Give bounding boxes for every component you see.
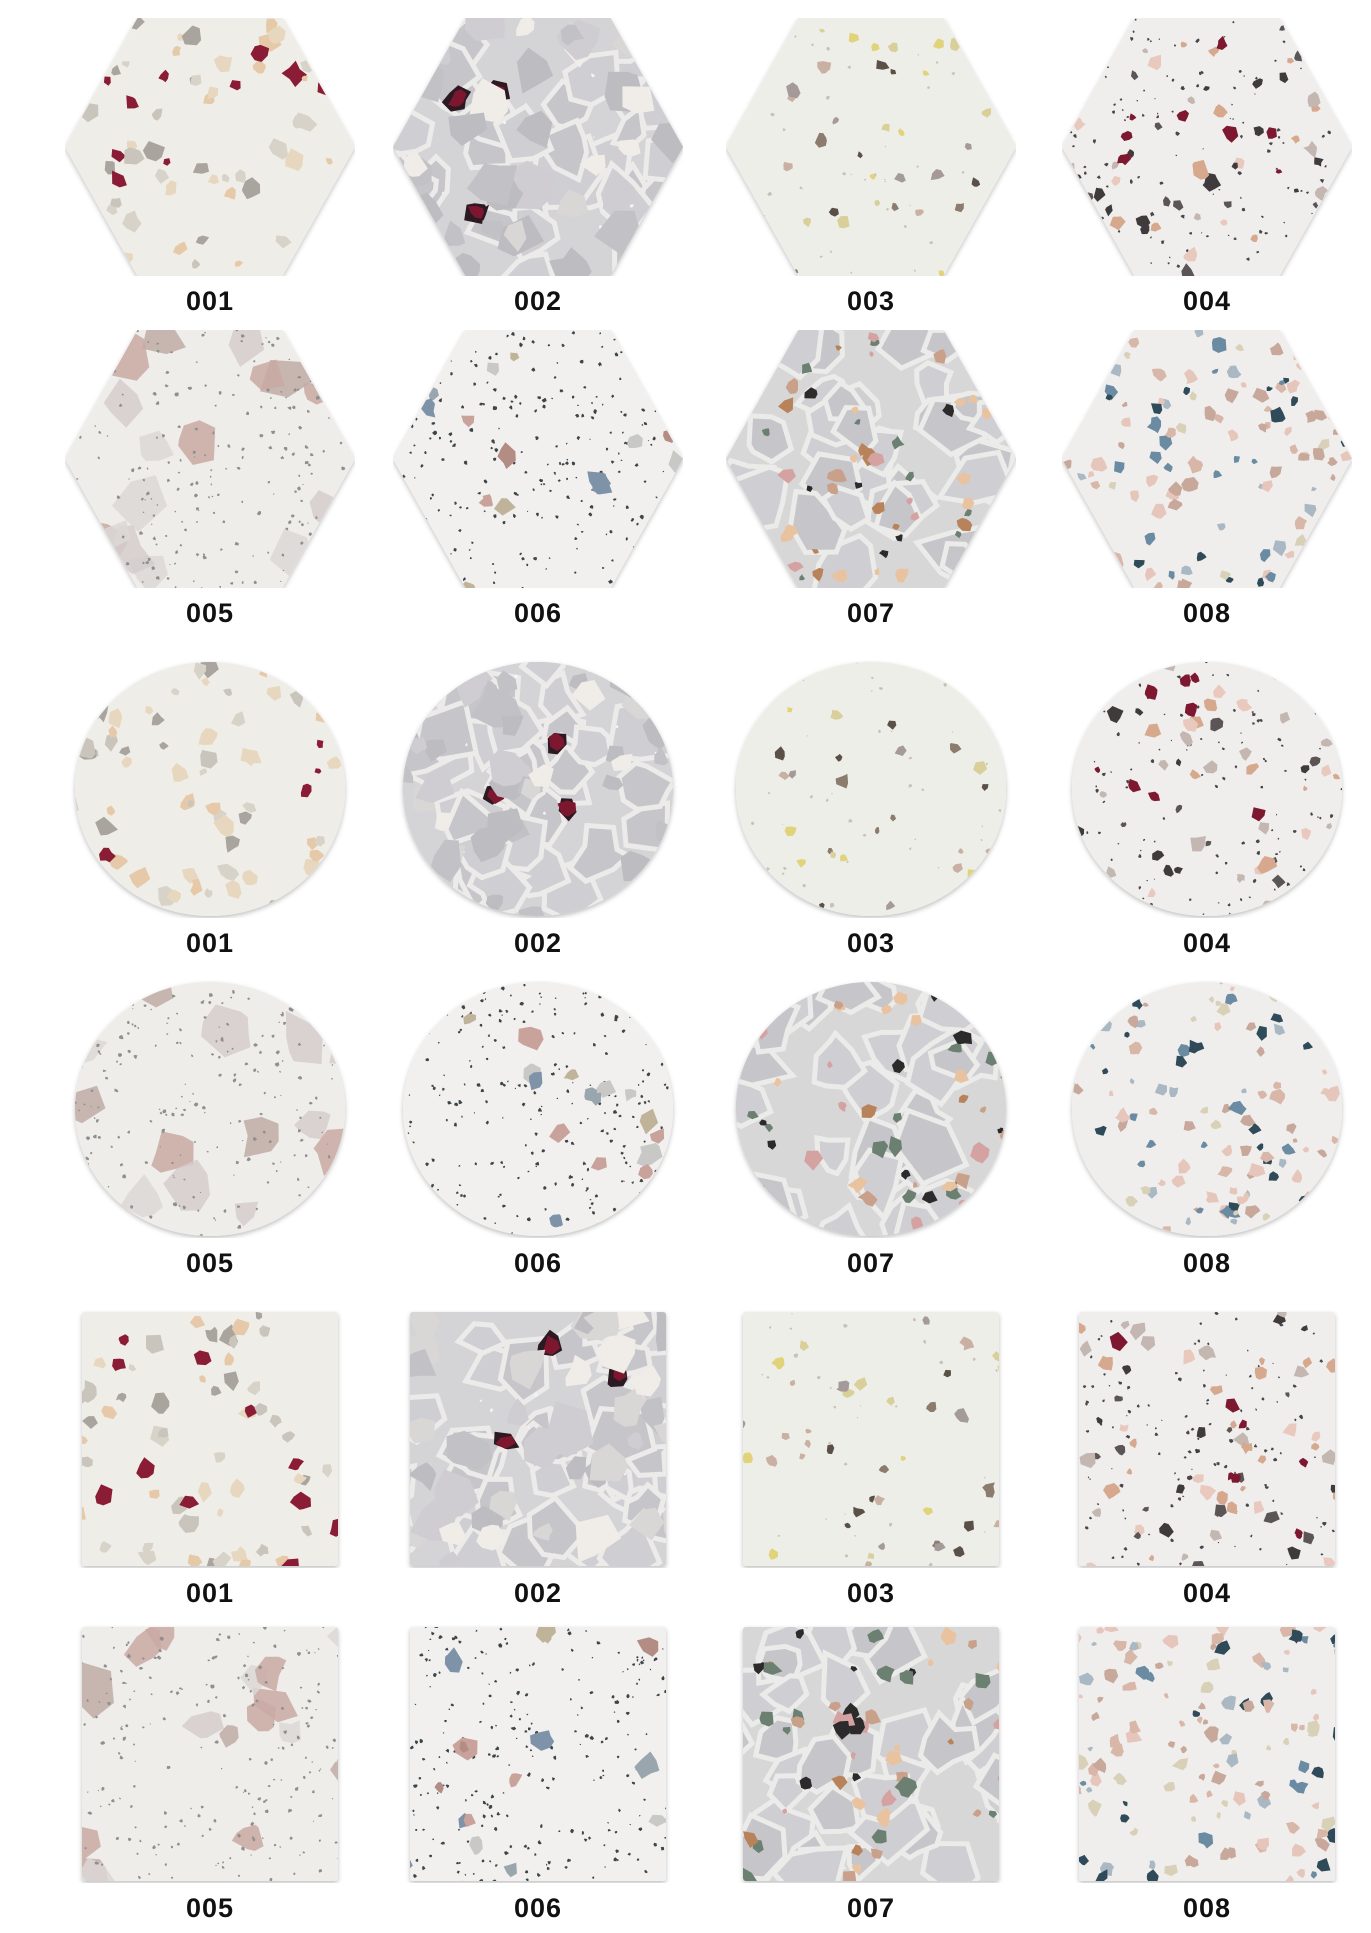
hexagon-tile-008 (1062, 330, 1352, 588)
terrazzo-pattern (393, 18, 683, 276)
square-tile-image (743, 1627, 999, 1881)
circle-tile-008 (1062, 980, 1352, 1238)
circle-tile-image (75, 982, 345, 1236)
hexagon-tile-image (65, 18, 355, 276)
square-tile-008 (1062, 1625, 1352, 1883)
circle-tile-image (403, 982, 673, 1236)
terrazzo-pattern (1062, 330, 1352, 588)
square-tile-001 (65, 1310, 355, 1568)
terrazzo-pattern (726, 18, 1016, 276)
tile-code-label: 004 (1182, 928, 1232, 958)
tile-code-label: 005 (185, 1893, 235, 1923)
square-tile-image (743, 1312, 999, 1566)
square-tile-image (82, 1312, 338, 1566)
tile-code-label: 003 (846, 1578, 896, 1608)
tile-code-label: 002 (513, 286, 563, 316)
tile-code-label: 001 (185, 928, 235, 958)
tile-code-label: 007 (846, 1893, 896, 1923)
square-tile-006 (393, 1625, 683, 1883)
tile-code-label: 004 (1182, 286, 1232, 316)
tile-code-label: 003 (846, 928, 896, 958)
terrazzo-pattern (65, 330, 355, 588)
terrazzo-pattern (403, 662, 673, 916)
tile-code-label: 008 (1182, 598, 1232, 628)
hexagon-tile-image (393, 18, 683, 276)
circle-tile-image (736, 662, 1006, 916)
tile-code-label: 006 (513, 1248, 563, 1278)
terrazzo-pattern (410, 1312, 666, 1566)
terrazzo-pattern (1062, 18, 1352, 276)
hexagon-tile-005 (65, 330, 355, 588)
terrazzo-pattern (1072, 982, 1342, 1236)
circle-tile-002 (393, 660, 683, 918)
circle-tile-007 (726, 980, 1016, 1238)
terrazzo-pattern (1079, 1627, 1335, 1881)
terrazzo-pattern (403, 982, 673, 1236)
terrazzo-pattern (82, 1627, 338, 1881)
hexagon-tile-001 (65, 18, 355, 276)
circle-tile-image (1072, 982, 1342, 1236)
square-tile-003 (726, 1310, 1016, 1568)
terrazzo-pattern (75, 662, 345, 916)
tile-code-label: 008 (1182, 1248, 1232, 1278)
circle-tile-image (75, 662, 345, 916)
circle-tile-image (736, 982, 1006, 1236)
tile-code-label: 002 (513, 928, 563, 958)
square-tile-image (82, 1627, 338, 1881)
hexagon-tile-image (1062, 330, 1352, 588)
terrazzo-pattern (393, 330, 683, 588)
square-tile-004 (1062, 1310, 1352, 1568)
hexagon-tile-image (65, 330, 355, 588)
terrazzo-pattern (65, 18, 355, 276)
tile-code-label: 007 (846, 1248, 896, 1278)
tile-code-label: 005 (185, 1248, 235, 1278)
circle-tile-006 (393, 980, 683, 1238)
circle-tile-001 (65, 660, 355, 918)
tile-code-label: 001 (185, 1578, 235, 1608)
tile-code-label: 004 (1182, 1578, 1232, 1608)
tile-code-label: 005 (185, 598, 235, 628)
terrazzo-pattern (743, 1312, 999, 1566)
terrazzo-pattern (1072, 662, 1342, 916)
hexagon-tile-image (1062, 18, 1352, 276)
square-tile-image (1079, 1312, 1335, 1566)
square-tile-007 (726, 1625, 1016, 1883)
terrazzo-pattern (736, 982, 1006, 1236)
terrazzo-pattern (743, 1627, 999, 1881)
terrazzo-pattern (736, 662, 1006, 916)
terrazzo-pattern (410, 1627, 666, 1881)
hexagon-tile-006 (393, 330, 683, 588)
tile-code-label: 003 (846, 286, 896, 316)
circle-tile-image (403, 662, 673, 916)
hexagon-tile-007 (726, 330, 1016, 588)
hexagon-tile-004 (1062, 18, 1352, 276)
hexagon-tile-image (393, 330, 683, 588)
circle-tile-image (1072, 662, 1342, 916)
hexagon-tile-002 (393, 18, 683, 276)
square-tile-002 (393, 1310, 683, 1568)
terrazzo-pattern (726, 330, 1016, 588)
tile-code-label: 006 (513, 598, 563, 628)
terrazzo-pattern (75, 982, 345, 1236)
tile-code-label: 008 (1182, 1893, 1232, 1923)
square-tile-image (1079, 1627, 1335, 1881)
square-tile-image (410, 1312, 666, 1566)
circle-tile-004 (1062, 660, 1352, 918)
terrazzo-pattern (82, 1312, 338, 1566)
tile-code-label: 006 (513, 1893, 563, 1923)
hexagon-tile-003 (726, 18, 1016, 276)
hexagon-tile-image (726, 18, 1016, 276)
square-tile-005 (65, 1625, 355, 1883)
circle-tile-005 (65, 980, 355, 1238)
terrazzo-pattern (1079, 1312, 1335, 1566)
square-tile-image (410, 1627, 666, 1881)
tile-code-label: 007 (846, 598, 896, 628)
tile-code-label: 002 (513, 1578, 563, 1608)
hexagon-tile-image (726, 330, 1016, 588)
tile-code-label: 001 (185, 286, 235, 316)
circle-tile-003 (726, 660, 1016, 918)
